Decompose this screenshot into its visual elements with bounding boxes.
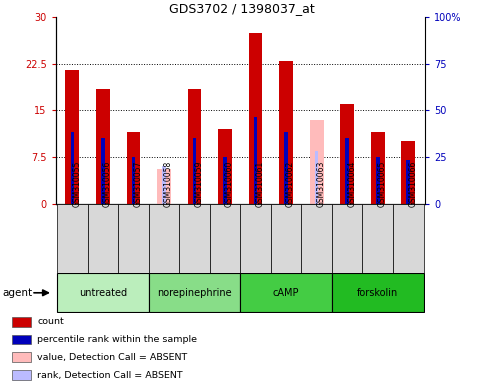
Bar	[12, 370, 30, 380]
Text: GSM310066: GSM310066	[408, 161, 417, 207]
Bar	[241, 204, 271, 273]
Bar	[127, 132, 140, 204]
Bar	[223, 157, 227, 204]
Text: GSM310057: GSM310057	[133, 161, 142, 207]
Text: GSM310064: GSM310064	[347, 161, 356, 207]
Bar	[71, 132, 74, 204]
Bar	[12, 353, 30, 362]
Bar	[393, 204, 424, 273]
Bar	[66, 70, 79, 204]
Bar	[406, 160, 410, 204]
Bar	[131, 157, 135, 204]
Text: GSM310056: GSM310056	[103, 161, 112, 207]
Bar	[149, 204, 179, 273]
Text: GSM310061: GSM310061	[256, 161, 265, 207]
Bar	[157, 169, 171, 204]
Bar	[332, 273, 424, 312]
Text: rank, Detection Call = ABSENT: rank, Detection Call = ABSENT	[38, 371, 183, 380]
Bar	[96, 89, 110, 204]
Bar	[101, 138, 105, 204]
Text: count: count	[38, 317, 64, 326]
Text: GSM310063: GSM310063	[317, 161, 326, 207]
Text: cAMP: cAMP	[273, 288, 299, 298]
Bar	[193, 138, 196, 204]
Bar	[341, 104, 354, 204]
Text: forskolin: forskolin	[357, 288, 398, 298]
Bar	[310, 120, 324, 204]
Bar	[315, 151, 318, 204]
Bar	[376, 157, 380, 204]
Bar	[271, 204, 301, 273]
Text: GSM310055: GSM310055	[72, 161, 81, 207]
Bar	[187, 89, 201, 204]
Bar	[218, 129, 232, 204]
Bar	[371, 132, 384, 204]
Bar	[118, 204, 149, 273]
Bar	[254, 117, 257, 204]
Text: percentile rank within the sample: percentile rank within the sample	[38, 335, 198, 344]
Text: GSM310060: GSM310060	[225, 161, 234, 207]
Bar	[57, 204, 87, 273]
Bar	[301, 204, 332, 273]
Text: agent: agent	[2, 288, 32, 298]
Bar	[210, 204, 241, 273]
Text: untreated: untreated	[79, 288, 127, 298]
Text: GSM310059: GSM310059	[195, 161, 203, 207]
Text: GDS3702 / 1398037_at: GDS3702 / 1398037_at	[169, 2, 314, 15]
Bar	[362, 204, 393, 273]
Bar	[401, 141, 415, 204]
Text: GSM310058: GSM310058	[164, 161, 173, 207]
Bar	[332, 204, 362, 273]
Bar	[279, 61, 293, 204]
Text: GSM310065: GSM310065	[378, 161, 387, 207]
Bar	[12, 335, 30, 344]
Text: norepinephrine: norepinephrine	[157, 288, 232, 298]
Bar	[284, 132, 288, 204]
Bar	[12, 317, 30, 327]
Bar	[57, 273, 149, 312]
Text: value, Detection Call = ABSENT: value, Detection Call = ABSENT	[38, 353, 188, 362]
Bar	[162, 166, 166, 204]
Text: GSM310062: GSM310062	[286, 161, 295, 207]
Bar	[87, 204, 118, 273]
Bar	[241, 273, 332, 312]
Bar	[149, 273, 241, 312]
Bar	[249, 33, 262, 204]
Bar	[179, 204, 210, 273]
Bar	[345, 138, 349, 204]
